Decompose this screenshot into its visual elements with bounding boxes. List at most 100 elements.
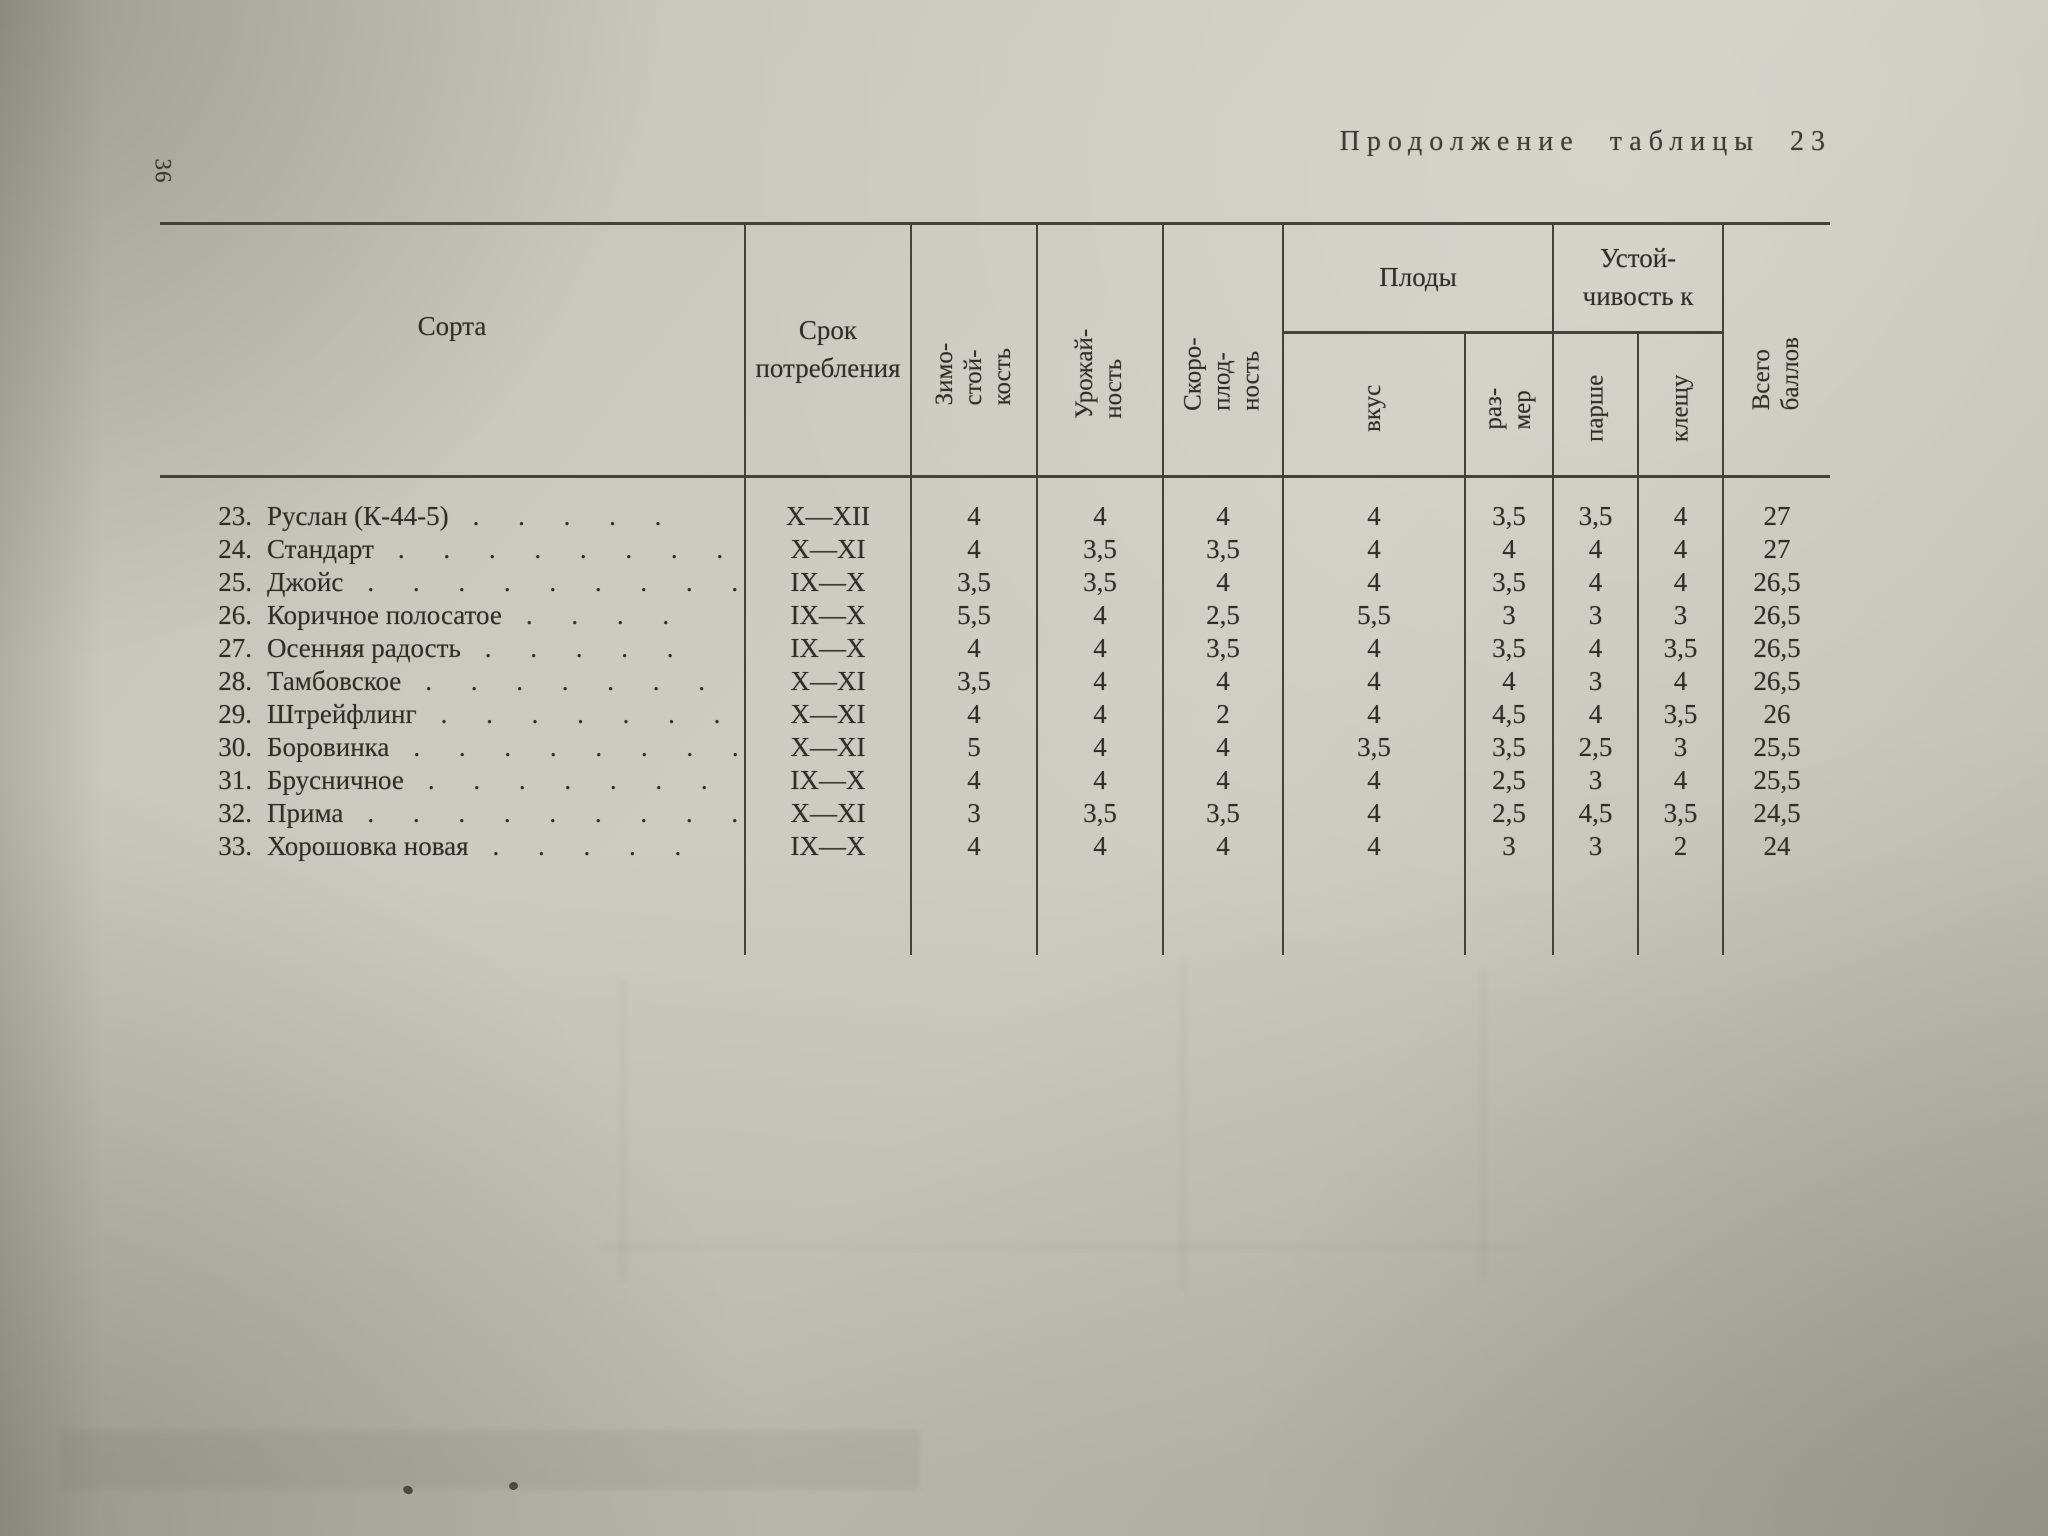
leader-dots: . . . . . . . bbox=[425, 666, 706, 696]
table-row: 33. Хорошовка новая. . . . . IX—X 4 4 4 4 3 3 2 24 bbox=[160, 830, 1831, 863]
row-number: 24. bbox=[218, 534, 252, 564]
leader-dots: . . . . . . . . . bbox=[367, 567, 739, 597]
cell-razmer: 2,5 bbox=[1463, 764, 1554, 797]
cell-vkus: 5,5 bbox=[1282, 599, 1465, 632]
cell-urozh: 4 bbox=[1036, 698, 1163, 731]
empty-cell bbox=[160, 477, 745, 501]
cell-srok: X—XI bbox=[744, 533, 911, 566]
cell-zimo: 3 bbox=[910, 797, 1037, 830]
variety-name: Тамбовское bbox=[267, 666, 402, 696]
variety-name-cell: 25. Джойс . . . . . . . . . bbox=[160, 566, 745, 599]
variety-name: Боровинка bbox=[267, 732, 390, 762]
row-number: 32. bbox=[218, 798, 252, 828]
cell-vsego: 27 bbox=[1722, 500, 1831, 533]
variety-name: Хорошовка новая bbox=[267, 831, 469, 861]
bleedthrough-mark bbox=[600, 1244, 1520, 1249]
variety-name: Штрейфлинг bbox=[267, 699, 417, 729]
cell-vkus: 4 bbox=[1282, 632, 1465, 665]
cell-razmer: 3,5 bbox=[1463, 500, 1554, 533]
variety-name: Прима bbox=[267, 798, 344, 828]
cell-vsego: 25,5 bbox=[1722, 764, 1831, 797]
paper-speck bbox=[401, 1484, 415, 1496]
table-row: 31. Брусничное. . . . . . . IX—X 4 4 4 4 2,5 3 4 2… bbox=[160, 764, 1831, 797]
cell-parshe: 4 bbox=[1552, 698, 1639, 731]
cell-srok: X—XI bbox=[744, 665, 911, 698]
table-row: 27. Осенняя радость. . . . . IX—X 4 4 3,5 4 3,5… bbox=[160, 632, 1831, 665]
leader-dots: . . . . . . . bbox=[427, 765, 708, 795]
leader-dots: . . . . . . . . bbox=[413, 732, 739, 762]
cell-skoro: 3,5 bbox=[1162, 533, 1283, 566]
skoroplodnost-label: Скоро- плод- ность bbox=[1179, 337, 1265, 411]
empty-cell bbox=[910, 476, 1037, 500]
cell-zimo: 4 bbox=[910, 830, 1037, 863]
cell-skoro: 2,5 bbox=[1162, 599, 1283, 632]
cell-urozh: 4 bbox=[1036, 764, 1163, 797]
cell-vkus: 4 bbox=[1282, 500, 1465, 533]
parshe-label: парше bbox=[1581, 374, 1609, 443]
header-row-groups: Сорта Срок потребления Зимо- стой- кость… bbox=[160, 222, 1831, 478]
cell-vsego: 25,5 bbox=[1722, 731, 1831, 764]
cell-skoro: 4 bbox=[1162, 665, 1283, 698]
empty-cell bbox=[1637, 476, 1724, 500]
cell-skoro: 4 bbox=[1162, 500, 1283, 533]
cell-zimo: 5,5 bbox=[910, 599, 1037, 632]
cell-vsego: 26,5 bbox=[1722, 566, 1831, 599]
cell-parshe: 3 bbox=[1552, 665, 1639, 698]
cell-vkus: 4 bbox=[1282, 566, 1465, 599]
cell-zimo: 4 bbox=[910, 500, 1037, 533]
cell-urozh: 4 bbox=[1036, 599, 1163, 632]
cell-vkus: 4 bbox=[1282, 830, 1465, 863]
col-header-srok-potrebleniya: Срок потребления bbox=[744, 222, 911, 478]
variety-name-cell: 33. Хорошовка новая . . . . . bbox=[160, 830, 745, 863]
cell-urozh: 4 bbox=[1036, 665, 1163, 698]
cell-srok: X—XI bbox=[744, 731, 911, 764]
cell-razmer: 4 bbox=[1463, 665, 1554, 698]
cell-parshe: 3,5 bbox=[1552, 500, 1639, 533]
empty-cell bbox=[1463, 476, 1554, 500]
vkus-label: вкус bbox=[1359, 384, 1387, 433]
empty-cell bbox=[1036, 476, 1163, 500]
tail-row bbox=[160, 863, 1831, 955]
cell-skoro: 2 bbox=[1162, 698, 1283, 731]
spacer-row bbox=[160, 476, 1831, 501]
urozhajnost-label: Урожай- ность bbox=[1071, 329, 1127, 419]
variety-name: Джойс bbox=[267, 567, 344, 597]
table-row: 29. Штрейфлинг. . . . . . . X—XI 4 4 2 4 4,5 4 3,… bbox=[160, 698, 1831, 731]
cell-parshe: 4,5 bbox=[1552, 797, 1639, 830]
cell-srok: X—XI bbox=[744, 797, 911, 830]
cell-srok: IX—X bbox=[744, 599, 911, 632]
cell-kleshchu: 3,5 bbox=[1637, 797, 1724, 830]
cell-srok: IX—X bbox=[744, 830, 911, 863]
bleedthrough-mark bbox=[1480, 970, 1486, 1280]
cell-razmer: 2,5 bbox=[1463, 797, 1554, 830]
cell-skoro: 4 bbox=[1162, 731, 1283, 764]
table-row: 24. Стандарт. . . . . . . . X—XI 4 3,5 3,5 4 4 4… bbox=[160, 533, 1831, 566]
variety-name-cell: 31. Брусничное . . . . . . . bbox=[160, 764, 745, 797]
cell-urozh: 4 bbox=[1036, 731, 1163, 764]
empty-cell bbox=[1552, 476, 1639, 500]
cell-parshe: 4 bbox=[1552, 533, 1639, 566]
table-row: 30. Боровинка. . . . . . . . X—XI 5 4 4 3,5 3,5… bbox=[160, 731, 1831, 764]
table-header: Сорта Срок потребления Зимо- стой- кость… bbox=[160, 222, 1831, 478]
cell-kleshchu: 3,5 bbox=[1637, 698, 1724, 731]
cell-vsego: 26,5 bbox=[1722, 665, 1831, 698]
empty-cell bbox=[1282, 476, 1465, 500]
cell-parshe: 3 bbox=[1552, 764, 1639, 797]
leader-dots: . . . . bbox=[525, 600, 670, 630]
cell-skoro: 4 bbox=[1162, 830, 1283, 863]
cell-vkus: 3,5 bbox=[1282, 731, 1465, 764]
cell-vsego: 26,5 bbox=[1722, 632, 1831, 665]
zimostojkost-label: Зимо- стой- кость bbox=[930, 342, 1016, 406]
cell-skoro: 3,5 bbox=[1162, 632, 1283, 665]
cell-razmer: 3 bbox=[1463, 830, 1554, 863]
col-group-plody: Плоды bbox=[1281, 222, 1554, 334]
page-number: 36 bbox=[150, 158, 176, 184]
cell-vsego: 26,5 bbox=[1722, 599, 1831, 632]
table-row: 28. Тамбовское. . . . . . . X—XI 3,5 4 4 4 4 3 4 2… bbox=[160, 665, 1831, 698]
empty-cell bbox=[160, 863, 745, 955]
bleedthrough-mark bbox=[1180, 960, 1186, 1290]
cell-srok: X—XII bbox=[744, 500, 911, 533]
col-header-sorta: Сорта bbox=[160, 222, 745, 478]
cell-urozh: 3,5 bbox=[1036, 797, 1163, 830]
cell-zimo: 5 bbox=[910, 731, 1037, 764]
